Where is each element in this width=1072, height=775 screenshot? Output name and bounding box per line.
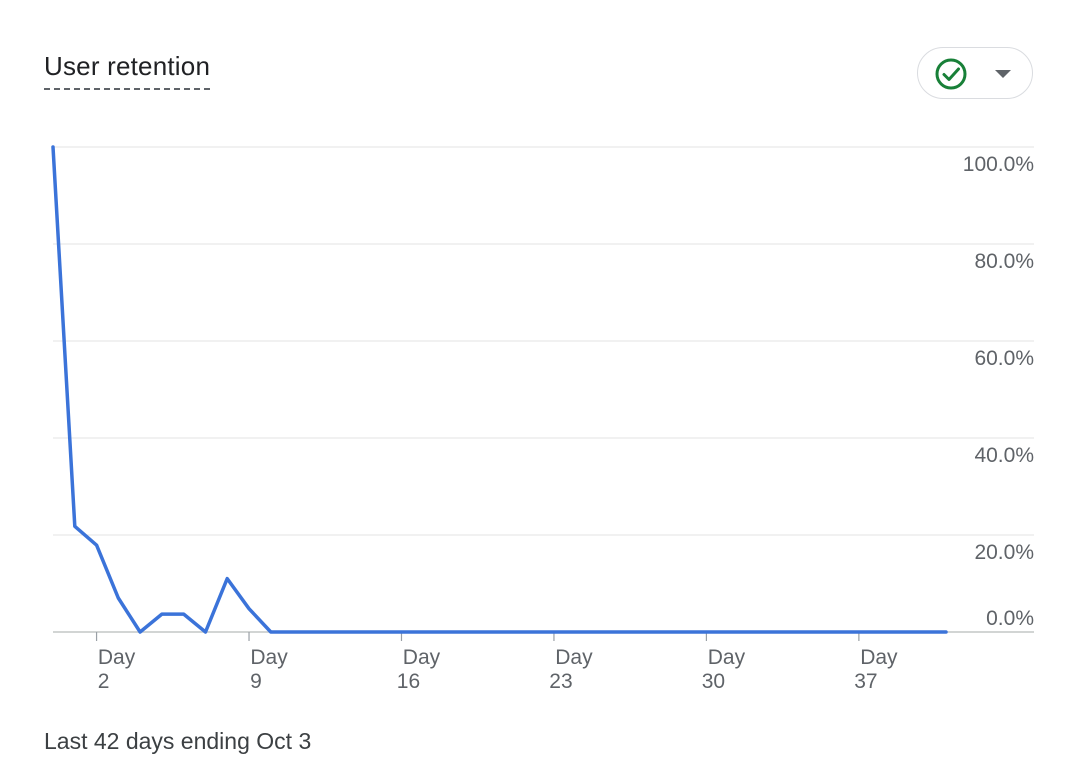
- retention-chart: 100.0%80.0%60.0%40.0%20.0%0.0% Day2Day9D…: [51, 145, 1034, 693]
- x-tick-label: Day: [250, 646, 288, 669]
- series-layer: [51, 145, 948, 634]
- grid-lines: [53, 146, 1034, 633]
- x-tick-label: 16: [397, 670, 420, 693]
- x-tick-label: Day: [98, 646, 136, 669]
- caret-down-icon: [995, 70, 1011, 78]
- date-range-caption: Last 42 days ending Oct 3: [44, 728, 312, 754]
- y-axis-labels: 100.0% 80.0% 60.0% 40.0% 20.0% 0.0%: [963, 153, 1034, 630]
- y-tick-label: 80.0%: [974, 250, 1034, 273]
- y-tick-label: 60.0%: [974, 347, 1034, 370]
- check-circle-icon: [935, 58, 967, 90]
- x-tick-label: Day: [555, 646, 593, 669]
- x-tick-label: 23: [549, 670, 572, 693]
- x-tick-label: 30: [702, 670, 725, 693]
- x-tick-label: 2: [98, 670, 110, 693]
- y-tick-label: 20.0%: [974, 541, 1034, 564]
- x-tick-label: 37: [854, 670, 877, 693]
- status-dropdown-button[interactable]: [917, 47, 1033, 99]
- x-tick-label: 9: [250, 670, 262, 693]
- x-tick-label: Day: [403, 646, 441, 669]
- card-title[interactable]: User retention: [44, 50, 211, 90]
- series-line-0: [51, 145, 948, 634]
- y-tick-label: 40.0%: [974, 444, 1034, 467]
- x-tick-label: Day: [860, 646, 898, 669]
- x-tick-label: Day: [708, 646, 746, 669]
- y-tick-label: 100.0%: [963, 153, 1034, 176]
- y-tick-label: 0.0%: [986, 607, 1034, 630]
